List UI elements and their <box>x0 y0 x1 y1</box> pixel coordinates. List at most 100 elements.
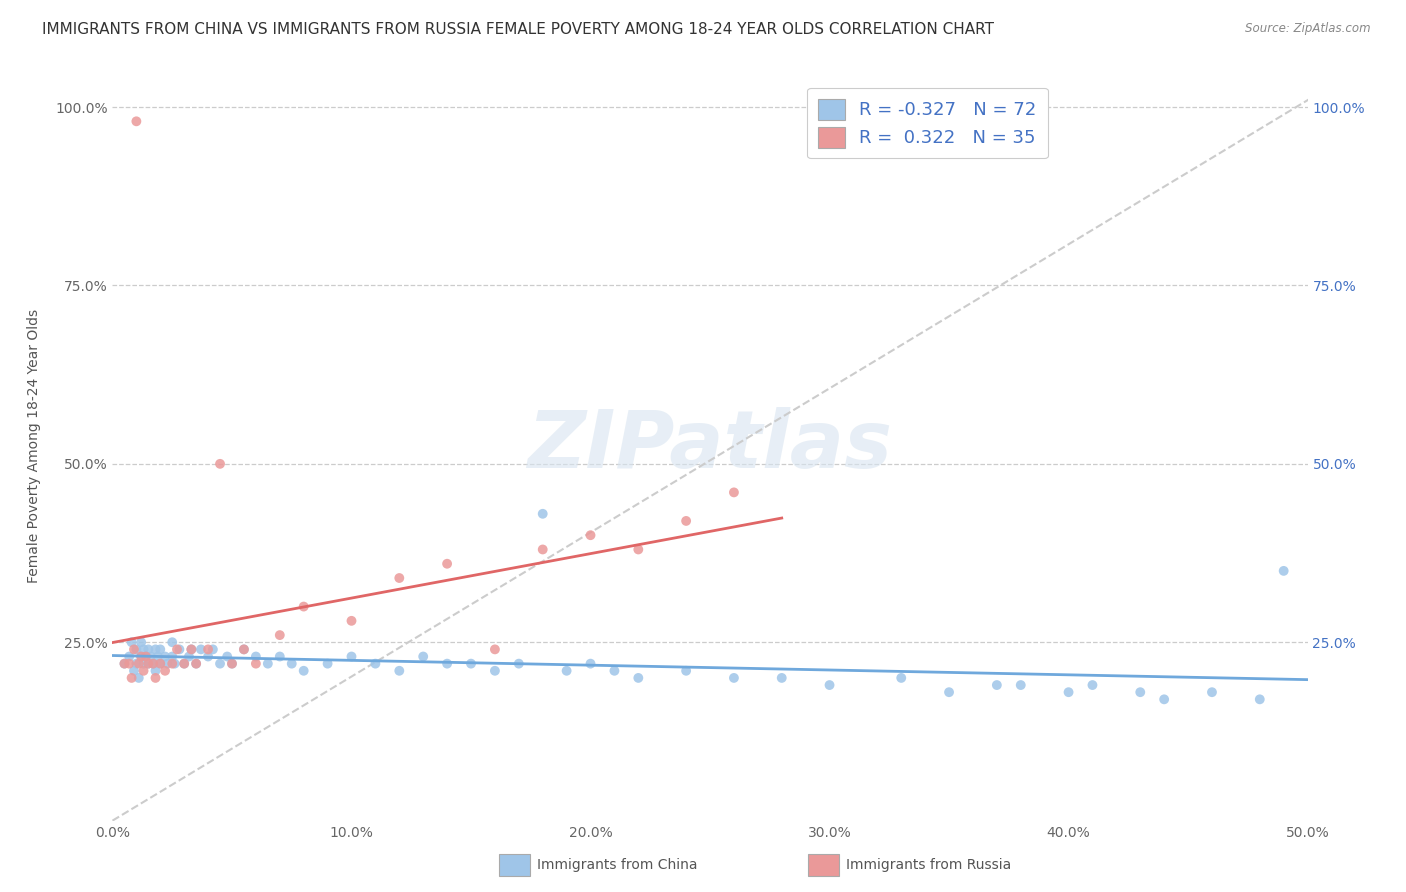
Point <box>531 507 554 521</box>
Point <box>1057 685 1080 699</box>
Point <box>675 664 697 678</box>
Point <box>163 657 186 671</box>
Point <box>190 642 212 657</box>
Point <box>508 657 530 671</box>
Point <box>114 657 135 671</box>
Point <box>627 542 650 557</box>
Point <box>166 642 188 657</box>
Point <box>1010 678 1032 692</box>
Point <box>122 642 145 657</box>
Point <box>153 664 176 678</box>
Point <box>149 642 172 657</box>
Point <box>142 657 165 671</box>
Point <box>186 657 208 671</box>
Point <box>1201 685 1223 699</box>
Point <box>173 657 195 671</box>
Point <box>1129 685 1152 699</box>
Point <box>153 649 176 664</box>
Point <box>129 649 152 664</box>
Point <box>436 557 458 571</box>
Point <box>129 649 152 664</box>
Point <box>484 642 506 657</box>
Point <box>1272 564 1295 578</box>
Y-axis label: Female Poverty Among 18-24 Year Olds: Female Poverty Among 18-24 Year Olds <box>27 309 41 583</box>
Point <box>1153 692 1175 706</box>
Point <box>221 657 243 671</box>
Point <box>169 642 191 657</box>
Point <box>340 614 363 628</box>
Point <box>156 657 179 671</box>
Point <box>723 485 745 500</box>
Point <box>128 657 150 671</box>
Point <box>257 657 280 671</box>
Point <box>135 649 157 664</box>
Point <box>484 664 506 678</box>
Point <box>138 642 160 657</box>
Point <box>139 649 162 664</box>
Point <box>162 657 183 671</box>
Point <box>217 649 239 664</box>
Point <box>118 649 141 664</box>
Point <box>122 664 145 678</box>
Point <box>121 671 143 685</box>
Point <box>138 657 160 671</box>
Point <box>135 649 157 664</box>
Point <box>233 642 256 657</box>
Point <box>209 457 232 471</box>
Text: Immigrants from China: Immigrants from China <box>537 858 697 872</box>
Legend: R = -0.327   N = 72, R =  0.322   N = 35: R = -0.327 N = 72, R = 0.322 N = 35 <box>807 88 1047 159</box>
Point <box>388 664 411 678</box>
Point <box>818 678 841 692</box>
Point <box>132 657 155 671</box>
Point <box>436 657 458 671</box>
Point <box>209 657 232 671</box>
Point <box>149 657 172 671</box>
Point <box>460 657 482 671</box>
Point <box>555 664 578 678</box>
Point <box>138 657 160 671</box>
Point <box>221 657 243 671</box>
Point <box>162 649 183 664</box>
Point <box>627 671 650 685</box>
Point <box>142 657 165 671</box>
Point <box>292 664 315 678</box>
Point <box>316 657 339 671</box>
Point <box>162 635 183 649</box>
Point <box>186 657 208 671</box>
Point <box>146 649 169 664</box>
Point <box>177 649 200 664</box>
Point <box>173 657 195 671</box>
Point <box>579 528 602 542</box>
Point <box>197 649 219 664</box>
Point <box>1081 678 1104 692</box>
Point <box>364 657 387 671</box>
Point <box>125 114 148 128</box>
Point <box>531 542 554 557</box>
Point <box>245 649 267 664</box>
Point <box>269 649 291 664</box>
Point <box>340 649 363 664</box>
Text: Immigrants from Russia: Immigrants from Russia <box>846 858 1012 872</box>
Point <box>180 642 202 657</box>
Point <box>412 649 434 664</box>
Text: IMMIGRANTS FROM CHINA VS IMMIGRANTS FROM RUSSIA FEMALE POVERTY AMONG 18-24 YEAR : IMMIGRANTS FROM CHINA VS IMMIGRANTS FROM… <box>42 22 994 37</box>
Point <box>675 514 697 528</box>
Point <box>129 635 152 649</box>
Point <box>292 599 315 614</box>
Point <box>121 635 143 649</box>
Point <box>603 664 626 678</box>
Point <box>388 571 411 585</box>
Point <box>201 642 224 657</box>
Text: Source: ZipAtlas.com: Source: ZipAtlas.com <box>1246 22 1371 36</box>
Point <box>281 657 304 671</box>
Point <box>938 685 960 699</box>
Point <box>233 642 256 657</box>
Point <box>114 657 135 671</box>
Point <box>125 642 148 657</box>
Point <box>118 657 141 671</box>
Point <box>145 642 167 657</box>
Point <box>197 642 219 657</box>
Point <box>723 671 745 685</box>
Point <box>245 657 267 671</box>
Point <box>579 657 602 671</box>
